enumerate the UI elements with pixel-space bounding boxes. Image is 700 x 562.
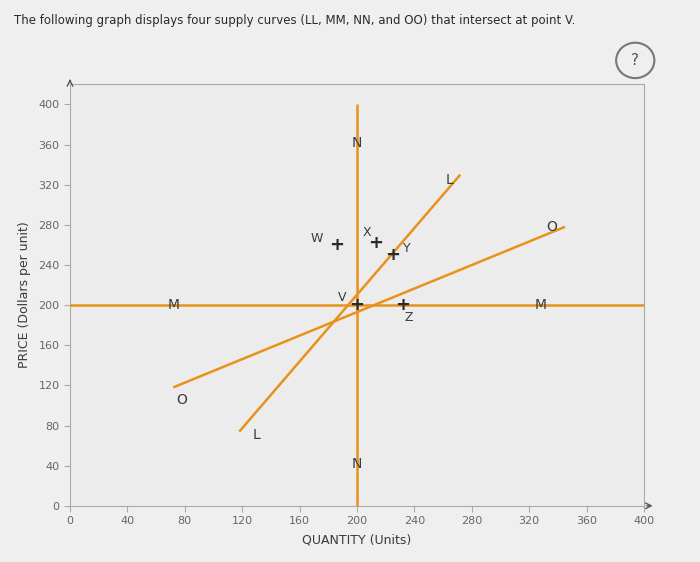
Text: V: V <box>338 291 347 303</box>
Text: N: N <box>352 457 362 470</box>
Text: ?: ? <box>631 53 639 68</box>
Text: O: O <box>547 220 557 234</box>
Text: +: + <box>349 296 365 314</box>
Text: M: M <box>167 298 179 312</box>
Text: +: + <box>395 296 410 314</box>
Text: Y: Y <box>403 242 411 255</box>
Text: X: X <box>363 226 372 239</box>
Text: +: + <box>386 246 400 264</box>
Text: W: W <box>311 232 323 246</box>
Text: +: + <box>330 236 344 254</box>
Text: M: M <box>535 298 547 312</box>
Y-axis label: PRICE (Dollars per unit): PRICE (Dollars per unit) <box>18 221 32 369</box>
Text: The following graph displays four supply curves (LL, MM, NN, and OO) that inters: The following graph displays four supply… <box>14 14 575 27</box>
X-axis label: QUANTITY (Units): QUANTITY (Units) <box>302 533 412 546</box>
Text: L: L <box>253 428 260 442</box>
Text: N: N <box>352 135 362 149</box>
Text: O: O <box>176 393 188 407</box>
Text: L: L <box>446 173 454 187</box>
Text: +: + <box>368 234 383 252</box>
Text: Z: Z <box>405 311 413 324</box>
